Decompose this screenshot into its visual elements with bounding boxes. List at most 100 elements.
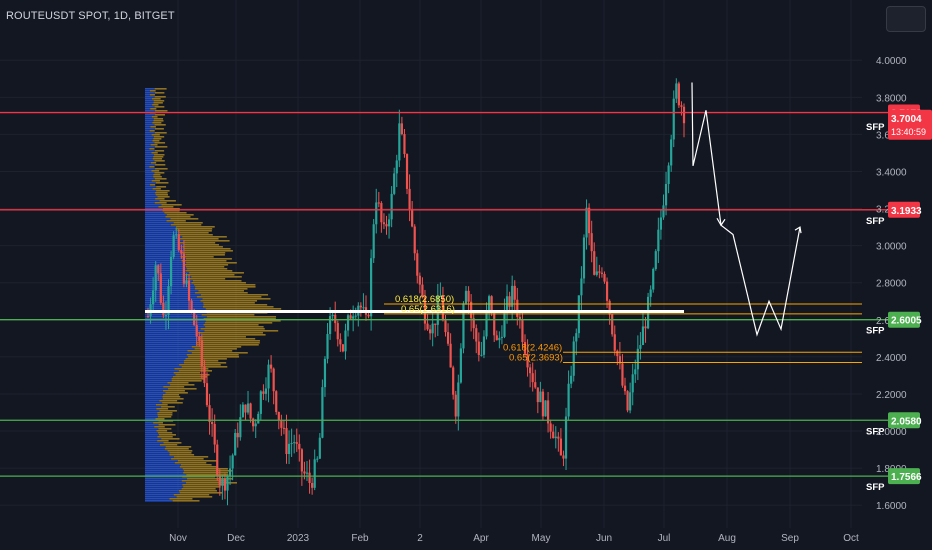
volume-bar-value <box>145 90 151 92</box>
volume-bar-value <box>145 198 156 200</box>
volume-bar-delta <box>179 364 221 366</box>
volume-bar-delta <box>155 198 165 200</box>
volume-bar-delta <box>161 204 182 206</box>
candle-body <box>375 202 378 225</box>
volume-bar-value <box>145 274 186 276</box>
volume-bar-value <box>145 412 158 414</box>
candle-body <box>328 316 332 335</box>
volume-bar-delta <box>161 438 180 440</box>
volume-bar-delta <box>180 256 214 258</box>
volume-bar-value <box>145 488 182 490</box>
volume-bar-delta <box>174 368 209 370</box>
volume-bar-delta <box>184 264 229 266</box>
candle-body <box>300 449 303 472</box>
volume-bar-delta <box>200 300 258 302</box>
volume-bar-delta <box>199 338 256 340</box>
price-axis[interactable]: 4.00003.80003.60003.40003.20003.00002.80… <box>876 56 932 512</box>
volume-bar-value <box>145 382 168 384</box>
volume-bar-value <box>145 458 172 460</box>
volume-bar-value <box>145 352 192 354</box>
volume-bar-value <box>145 278 188 280</box>
projection-arrowhead-up <box>794 226 802 234</box>
chart-settings-button[interactable] <box>886 6 926 32</box>
volume-bar-delta <box>171 380 202 382</box>
volume-bar-delta <box>157 440 169 442</box>
volume-bar-delta <box>153 100 165 102</box>
level-note: SFP <box>866 216 885 227</box>
candle-body <box>623 385 627 392</box>
volume-bar-value <box>145 444 160 446</box>
volume-bar-delta <box>191 352 248 354</box>
candle-body <box>582 237 586 279</box>
volume-bar-delta <box>151 116 158 118</box>
volume-bar-value <box>145 372 174 374</box>
candle-body <box>280 420 283 428</box>
candle-body <box>567 383 570 417</box>
volume-bar-delta <box>184 244 220 246</box>
volume-bar-value <box>145 500 173 502</box>
volume-bar-value <box>145 342 197 344</box>
candle-body <box>472 318 475 329</box>
volume-bar-delta <box>156 190 170 192</box>
candle-body <box>608 300 611 315</box>
volume-bar-delta <box>202 298 271 300</box>
volume-bar-value <box>145 362 184 364</box>
candle-body <box>552 431 555 439</box>
volume-bar-value <box>145 214 167 216</box>
candle-body <box>382 222 386 225</box>
candle-body <box>411 209 414 227</box>
volume-bar-delta <box>180 464 212 466</box>
volume-bar-delta <box>172 376 208 378</box>
candle-body <box>529 367 532 374</box>
volume-bar-delta <box>162 210 180 212</box>
candle-body <box>239 417 242 438</box>
volume-bar-value <box>145 250 185 252</box>
volume-bar-delta <box>170 384 195 386</box>
volume-bar-value <box>145 130 150 132</box>
candle-body <box>588 207 591 234</box>
volume-bar-delta <box>154 132 167 134</box>
volume-bar-value <box>145 450 168 452</box>
volume-bar-delta <box>157 436 173 438</box>
candle-body <box>200 340 203 367</box>
candle-body <box>167 286 170 316</box>
volume-bar-value <box>145 454 170 456</box>
candle-body <box>226 476 229 491</box>
volume-bar-value <box>145 110 155 112</box>
candle-body <box>480 354 483 356</box>
volume-bar-value <box>145 434 159 436</box>
volume-bar-delta <box>158 424 176 426</box>
candle-body <box>354 315 357 317</box>
time-axis[interactable]: Nov Dec 2023 Feb 2 Apr May Jun Jul Aug Sep Oct <box>169 533 859 544</box>
volume-bar-delta <box>205 326 264 328</box>
x-tick-label: Aug <box>718 533 736 544</box>
volume-bar-value <box>145 464 181 466</box>
volume-bar-delta <box>150 126 156 128</box>
candle-body <box>585 207 588 238</box>
candle-body <box>316 458 319 460</box>
candle-body <box>426 323 429 330</box>
volume-bar-delta <box>179 492 223 494</box>
candle-body <box>336 323 339 340</box>
volume-bar-delta <box>198 336 246 338</box>
volume-bar-value <box>145 194 156 196</box>
volume-bar-value <box>145 136 154 138</box>
volume-bar-value <box>145 118 154 120</box>
candle-body <box>285 428 288 455</box>
candle-body <box>598 271 601 273</box>
volume-bar-value <box>145 440 158 442</box>
volume-bar-value <box>145 230 178 232</box>
candle-body <box>290 442 293 444</box>
volume-bar-delta <box>152 140 160 142</box>
volume-bar-delta <box>164 212 187 214</box>
volume-bar-delta <box>156 430 168 432</box>
volume-bar-value <box>145 496 177 498</box>
volume-bar-value <box>145 134 152 136</box>
volume-bar-value <box>145 474 187 476</box>
volume-bar-delta <box>173 222 203 224</box>
volume-bar-value <box>145 108 151 110</box>
volume-bar-delta <box>162 390 185 392</box>
volume-bar-delta <box>179 466 217 468</box>
